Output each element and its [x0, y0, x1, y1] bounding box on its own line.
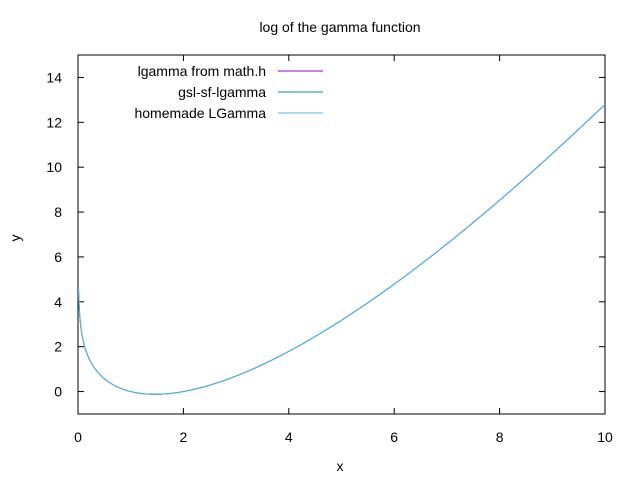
- x-tick-label: 0: [74, 429, 82, 445]
- series-lines: [78, 103, 606, 395]
- x-tick-label: 4: [285, 429, 293, 445]
- y-tick-label: 8: [54, 204, 62, 220]
- legend: lgamma from math.h gsl-sf-lgamma homemade …: [134, 63, 323, 121]
- y-axis-label: y: [7, 235, 23, 242]
- legend-label: gsl-sf-lgamma: [178, 84, 266, 100]
- x-tick-label: 2: [180, 429, 188, 445]
- chart-title: log of the gamma function: [259, 19, 420, 35]
- y-tick-label: 6: [54, 249, 62, 265]
- x-tick-label: 10: [597, 429, 613, 445]
- series-line: [78, 103, 606, 395]
- ticks: 0 2 4 6 8 10 0 2 4 6 8 10 12 14: [46, 55, 613, 445]
- x-tick-label: 6: [390, 429, 398, 445]
- y-tick-label: 4: [54, 294, 62, 310]
- series-line: [78, 103, 606, 395]
- y-tick-label: 10: [46, 159, 62, 175]
- y-tick-label: 14: [46, 69, 62, 85]
- x-axis-label: x: [337, 458, 344, 474]
- legend-label: lgamma from math.h: [138, 63, 266, 79]
- y-tick-label: 0: [54, 384, 62, 400]
- y-tick-label: 12: [46, 114, 62, 130]
- y-tick-label: 2: [54, 339, 62, 355]
- series-line: [78, 103, 606, 395]
- x-tick-label: 8: [496, 429, 504, 445]
- plot-frame: [77, 54, 606, 415]
- legend-label: homemade LGamma: [134, 105, 266, 121]
